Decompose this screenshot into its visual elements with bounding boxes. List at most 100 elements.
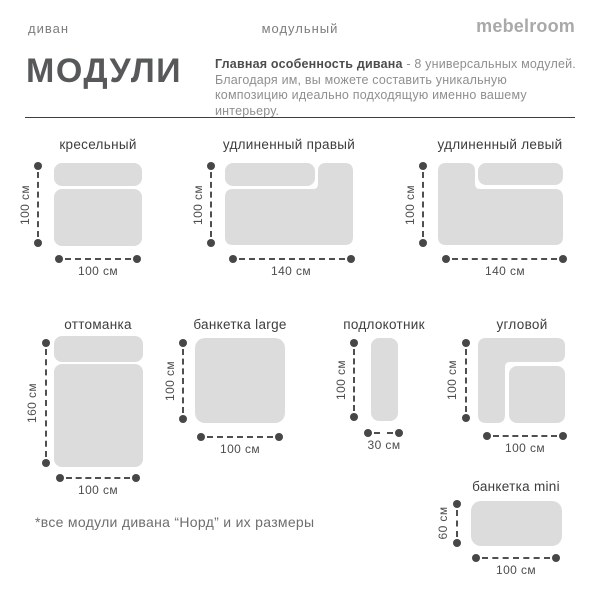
height-label: 60 см — [436, 506, 450, 540]
dim-dot — [34, 162, 42, 170]
header-left-label: диван — [28, 21, 70, 36]
width-label: 140 см — [270, 264, 312, 278]
module-title: удлиненный правый — [222, 137, 356, 152]
height-label: 100 см — [403, 184, 417, 226]
width-label: 30 см — [367, 438, 401, 452]
dim-dot — [350, 413, 358, 421]
dim-dash — [239, 258, 345, 260]
dim-dot — [462, 414, 470, 422]
height-dimension-line — [419, 162, 427, 247]
width-dimension-line — [55, 255, 141, 263]
dim-dash — [465, 349, 467, 412]
width-dimension-line — [364, 429, 403, 437]
dim-dash — [422, 172, 424, 237]
dim-dot — [559, 432, 567, 440]
height-label: 100 см — [445, 359, 459, 401]
dim-dot — [559, 255, 567, 263]
dim-dot — [483, 432, 491, 440]
dim-dot — [275, 433, 283, 441]
width-dimension-line — [56, 474, 140, 482]
footnote: *все модули дивана “Норд” и их размеры — [35, 514, 315, 530]
height-dimension-line — [350, 339, 358, 421]
module-title: удлиненный левый — [437, 137, 563, 152]
dim-dot — [56, 474, 64, 482]
dim-dash — [182, 349, 184, 413]
height-dimension-line — [462, 339, 470, 422]
seat-shape — [471, 501, 562, 546]
width-label: 140 см — [484, 264, 526, 278]
height-dimension-line — [42, 339, 50, 467]
dim-dot — [179, 415, 187, 423]
width-dimension-line — [483, 432, 567, 440]
seat-armrest-shape — [225, 163, 353, 245]
width-label: 100 см — [77, 483, 119, 497]
dim-dash — [65, 258, 131, 260]
dim-dot — [55, 255, 63, 263]
backrest-shape — [225, 163, 315, 186]
dim-dot — [197, 433, 205, 441]
dim-dot — [453, 539, 461, 547]
brand-logo: mebelroom — [476, 16, 575, 36]
seat-armrest-shape — [438, 163, 563, 245]
seat-shape — [54, 189, 142, 246]
dim-dot — [472, 554, 480, 562]
dim-dot — [229, 255, 237, 263]
dim-dot — [347, 255, 355, 263]
dim-dot — [462, 339, 470, 347]
dim-dash — [210, 172, 212, 237]
height-label: 100 см — [191, 184, 205, 226]
dim-dot — [552, 554, 560, 562]
height-label: 160 см — [25, 382, 39, 424]
width-dimension-line — [197, 433, 283, 441]
module-title: оттоманка — [64, 317, 132, 332]
dim-dot — [395, 429, 403, 437]
dim-dot — [133, 255, 141, 263]
height-label: 100 см — [18, 184, 32, 226]
dim-dash — [493, 435, 557, 437]
armrest-shape — [371, 338, 398, 421]
module-title: банкетка mini — [472, 479, 560, 494]
dim-dot — [419, 239, 427, 247]
dim-dot — [442, 255, 450, 263]
dim-dot — [419, 162, 427, 170]
dim-dash — [374, 432, 393, 434]
dim-dot — [34, 239, 42, 247]
intro-lead-rest: - 8 универсальных модулей. Благодаря им,… — [215, 57, 576, 118]
dim-dot — [132, 474, 140, 482]
dim-dash — [452, 258, 557, 260]
dim-dash — [456, 510, 458, 537]
dim-dot — [350, 339, 358, 347]
dim-dash — [482, 557, 550, 559]
module-title: банкетка large — [193, 317, 287, 332]
seat-shape — [509, 366, 565, 423]
module-title: кресельный — [59, 137, 137, 152]
corner-backrest-shape — [478, 338, 565, 423]
dim-dot — [179, 339, 187, 347]
dim-dash — [66, 477, 130, 479]
backrest-shape — [54, 336, 143, 362]
dim-dash — [37, 172, 39, 237]
dim-dot — [453, 500, 461, 508]
height-dimension-line — [34, 162, 42, 247]
dim-dash — [207, 436, 273, 438]
intro-lead-bold: Главная особенность дивана — [215, 57, 403, 71]
backrest-shape — [478, 163, 563, 185]
dim-dot — [42, 339, 50, 347]
width-label: 100 см — [77, 264, 119, 278]
seat-shape — [54, 364, 143, 467]
dim-dash — [353, 349, 355, 411]
width-label: 100 см — [504, 441, 546, 455]
backrest-shape — [54, 163, 142, 186]
module-title: подлокотник — [343, 317, 425, 332]
page-title: МОДУЛИ — [26, 52, 183, 90]
width-dimension-line — [472, 554, 560, 562]
width-label: 100 см — [495, 563, 537, 577]
module-title: угловой — [496, 317, 548, 332]
dim-dot — [42, 459, 50, 467]
height-dimension-line — [179, 339, 187, 423]
height-label: 100 см — [163, 360, 177, 402]
height-label: 100 см — [334, 359, 348, 401]
width-dimension-line — [229, 255, 355, 263]
dim-dot — [207, 239, 215, 247]
